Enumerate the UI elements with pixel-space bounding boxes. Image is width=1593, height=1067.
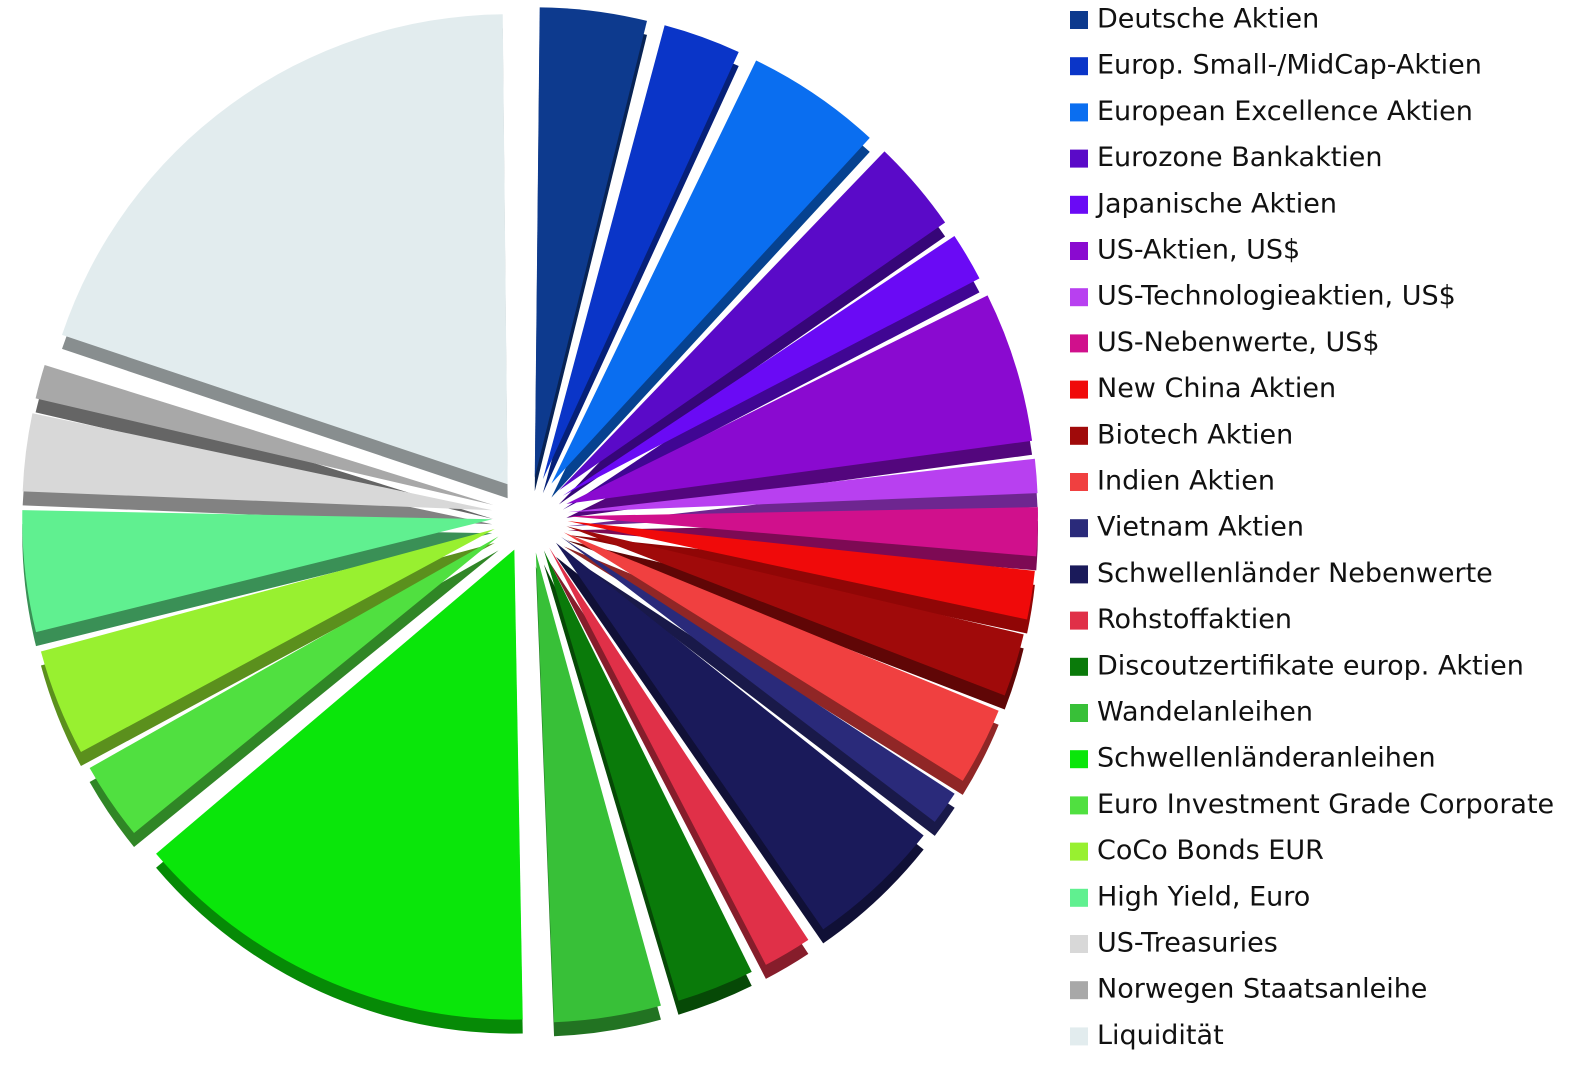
- legend-label: Europ. Small-/MidCap-Aktien: [1097, 50, 1482, 81]
- slice: [566, 526, 1024, 696]
- legend-label: Discoutzertifikate europ. Aktien: [1097, 650, 1524, 681]
- legend-swatch: [1070, 288, 1088, 307]
- legend-label: Euro Investment Grade Corporate: [1097, 789, 1554, 820]
- legend-swatch: [1070, 334, 1088, 353]
- legend-swatch: [1070, 195, 1088, 214]
- slice: [89, 536, 499, 834]
- slice: [551, 60, 870, 484]
- slice: [558, 151, 946, 491]
- legend-label: US-Nebenwerte, US$: [1097, 327, 1380, 358]
- legend-swatch: [1070, 935, 1088, 953]
- slice: [40, 529, 495, 753]
- slice: [543, 550, 752, 1001]
- legend-swatch: [1070, 103, 1088, 122]
- legend-swatch: [1070, 149, 1088, 168]
- slice: [567, 507, 1038, 557]
- slice: [535, 552, 661, 1023]
- legend-swatch: [1070, 796, 1088, 815]
- legend-label: High Yield, Euro: [1097, 881, 1310, 912]
- legend-label: US-Technologieaktien, US$: [1097, 281, 1456, 312]
- legend-label: Norwegen Staatsanleihe: [1097, 974, 1427, 1005]
- legend-label: Vietnam Aktien: [1097, 512, 1304, 543]
- slice: [156, 549, 523, 1020]
- legend-label: Rohstoffaktien: [1097, 604, 1292, 635]
- legend-swatch: [1070, 1027, 1088, 1046]
- legend-swatch: [1070, 750, 1088, 769]
- legend-swatch: [1070, 426, 1088, 445]
- legend-swatch: [1070, 981, 1088, 1000]
- legend-label: CoCo Bonds EUR: [1097, 835, 1324, 866]
- legend-swatch: [1070, 57, 1088, 76]
- slice: [542, 25, 739, 480]
- legend-label: New China Aktien: [1097, 373, 1336, 404]
- legend-label: Indien Aktien: [1097, 466, 1275, 497]
- legend-label: Japanische Aktien: [1095, 188, 1337, 219]
- slice: [567, 521, 1035, 620]
- legend-label: Schwellenländeranleihen: [1097, 743, 1436, 774]
- slice: [563, 532, 999, 781]
- slice: [561, 536, 955, 822]
- slice-side: [561, 550, 955, 836]
- legend-label: US-Aktien, US$: [1097, 235, 1300, 266]
- slice: [567, 458, 1038, 513]
- legend-label: Biotech Aktien: [1097, 419, 1293, 450]
- slice: [22, 413, 493, 511]
- slice: [35, 365, 494, 506]
- legend-swatch: [1070, 242, 1088, 260]
- legend-label: Deutsche Aktien: [1097, 4, 1319, 35]
- legend-swatch: [1070, 842, 1088, 861]
- legend-swatch: [1070, 657, 1088, 676]
- legend-swatch: [1070, 11, 1088, 29]
- slice: [62, 14, 508, 485]
- slice: [555, 542, 924, 930]
- legend-swatch: [1070, 565, 1088, 584]
- slice: [22, 510, 493, 633]
- legend-label: US-Treasuries: [1097, 928, 1278, 959]
- legend-swatch: [1070, 611, 1088, 630]
- slice: [562, 235, 980, 496]
- slice: [566, 295, 1033, 504]
- slice: [534, 7, 647, 478]
- legend-label: Eurozone Bankaktien: [1097, 142, 1383, 173]
- legend-label: European Excellence Aktien: [1097, 96, 1473, 127]
- legend-swatch: [1070, 888, 1088, 907]
- legend-swatch: [1070, 519, 1088, 538]
- legend-swatch: [1070, 704, 1088, 722]
- legend-label: Liquidität: [1097, 1020, 1224, 1051]
- legend-label: Schwellenländer Nebenwerte: [1097, 558, 1493, 589]
- legend-swatch: [1070, 473, 1088, 491]
- slice: [549, 547, 809, 965]
- legend-swatch: [1070, 380, 1088, 399]
- legend-label: Wandelanleihen: [1097, 697, 1313, 728]
